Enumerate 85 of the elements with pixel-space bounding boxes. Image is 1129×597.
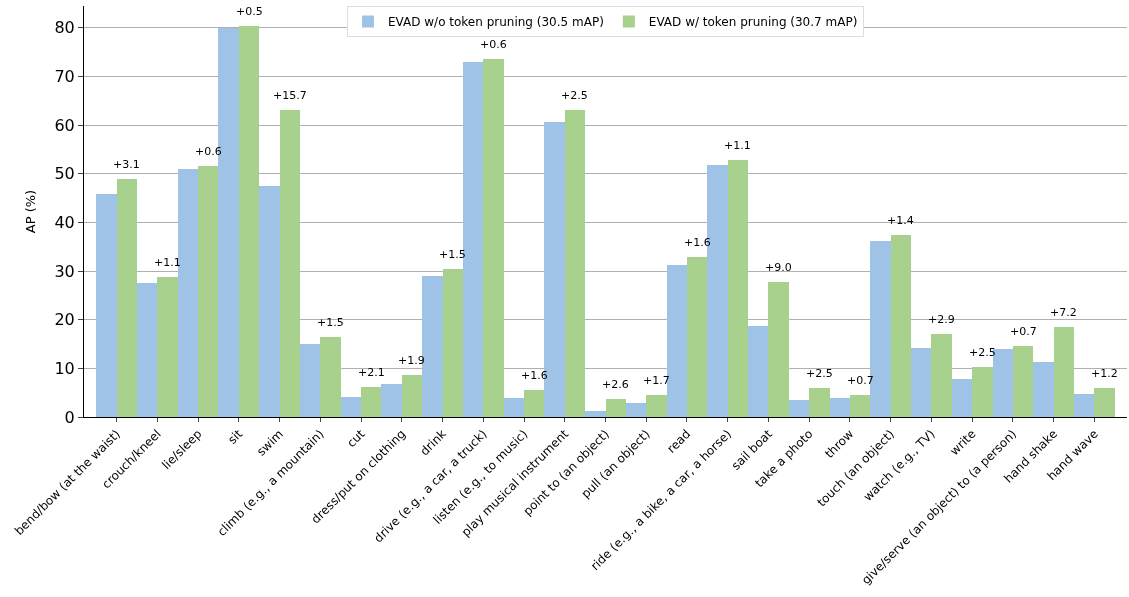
bar [728, 160, 748, 417]
bar [993, 349, 1013, 417]
bar [626, 403, 646, 417]
annotation: +2.6 [602, 378, 629, 391]
annotation: +0.6 [480, 38, 507, 51]
y-tick-label: 80 [54, 18, 75, 38]
bar [1033, 362, 1054, 417]
bar [178, 169, 198, 417]
bar [1013, 346, 1033, 417]
annotation: +1.1 [724, 139, 751, 152]
annotation: +15.7 [273, 89, 307, 102]
bar [565, 110, 585, 417]
annotation: +2.5 [561, 89, 588, 102]
annotation: +1.7 [643, 374, 670, 387]
bar [259, 186, 280, 417]
legend-label: EVAD w/o token pruning (30.5 mAP) [388, 15, 604, 30]
bar [422, 276, 443, 417]
bar [463, 62, 483, 417]
bar [606, 399, 626, 417]
annotation: +2.9 [928, 313, 955, 326]
annotation: +1.5 [439, 248, 466, 261]
bar [239, 26, 259, 417]
y-tick-label: 40 [54, 213, 75, 233]
bar [483, 59, 504, 417]
annotation: +7.2 [1050, 306, 1077, 319]
bar [830, 398, 850, 417]
y-tick-label: 30 [54, 261, 75, 281]
bar [341, 397, 361, 417]
annotation: +1.4 [887, 214, 914, 227]
annotation: +0.6 [195, 145, 222, 158]
bar [789, 400, 809, 417]
bar [524, 390, 544, 417]
bar [972, 367, 993, 417]
y-tick-label: 20 [54, 310, 75, 330]
bar [443, 269, 463, 417]
x-tick-label: cut [344, 426, 368, 451]
annotation: +1.6 [684, 236, 711, 249]
annotation: +1.6 [521, 369, 548, 382]
bar [809, 388, 830, 417]
bar [1074, 394, 1094, 417]
bar [646, 395, 667, 417]
bar [381, 384, 402, 417]
annotation: +0.7 [1010, 325, 1037, 338]
bar [280, 110, 300, 417]
legend-label: EVAD w/ token pruning (30.7 mAP) [648, 15, 858, 30]
bar [952, 379, 972, 417]
bar [198, 166, 218, 417]
bar [504, 398, 524, 417]
bar [748, 326, 768, 417]
annotation: +1.9 [398, 354, 425, 367]
bar [157, 277, 178, 417]
bar [402, 375, 422, 417]
bar [300, 344, 320, 417]
x-tick-label: sit [225, 426, 246, 447]
annotation: +9.0 [765, 261, 792, 274]
annotation: +0.7 [847, 374, 874, 387]
y-tick-label: 10 [54, 358, 75, 378]
annotation: +2.5 [806, 367, 833, 380]
annotation: +1.1 [154, 256, 181, 269]
annotation: +2.1 [358, 366, 385, 379]
annotation: +0.5 [236, 5, 263, 18]
annotation: +3.1 [113, 158, 140, 171]
bar [768, 282, 789, 417]
bar [911, 348, 931, 417]
bar [850, 395, 870, 417]
y-axis-title: AP (%) [23, 189, 39, 234]
bar [361, 387, 381, 417]
bar [1054, 327, 1074, 417]
annotation: +2.5 [969, 346, 996, 359]
bar [891, 235, 911, 417]
annotation: +1.2 [1091, 367, 1118, 380]
bar [320, 337, 341, 417]
annotation: +1.5 [317, 316, 344, 329]
bar [117, 179, 137, 417]
y-tick-label: 60 [54, 115, 75, 135]
y-tick-label: 0 [64, 407, 75, 427]
bar [1094, 388, 1115, 417]
bar [585, 411, 606, 417]
bar [137, 283, 157, 417]
bar [667, 265, 687, 417]
bar [931, 334, 952, 417]
bar [687, 257, 707, 417]
y-tick-label: 50 [54, 164, 75, 184]
bar [96, 194, 117, 417]
y-tick-label: 70 [54, 67, 75, 87]
